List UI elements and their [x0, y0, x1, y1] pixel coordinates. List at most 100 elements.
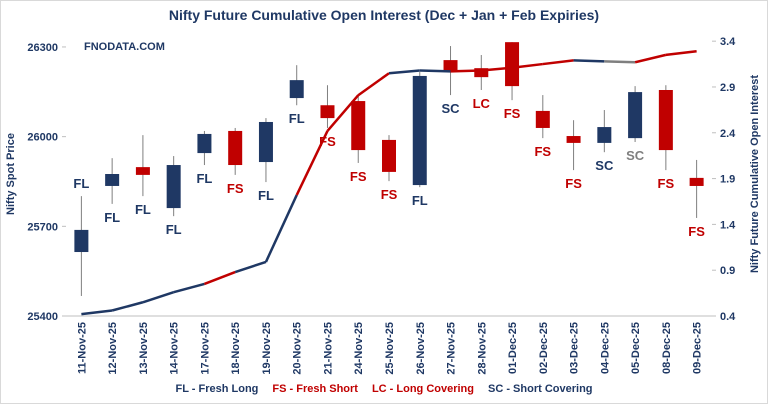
candle-body: [320, 105, 335, 119]
candle-body: [351, 101, 366, 151]
position-label: SC: [441, 101, 460, 116]
oi-line: [542, 59, 574, 66]
oi-line: [634, 53, 667, 64]
legend-entry: FS - Fresh Short: [272, 383, 358, 395]
x-tick-label: 09-Dec-25: [692, 322, 704, 374]
x-tick-label: 25-Nov-25: [384, 322, 396, 375]
legend-entry: SC - Short Covering: [488, 383, 593, 395]
candle-body: [443, 60, 458, 73]
y2-tick-label: 0.9: [720, 265, 735, 277]
oi-line: [419, 69, 451, 73]
position-label: FS: [381, 187, 398, 202]
oi-line: [295, 130, 329, 196]
x-tick-label: 17-Nov-25: [199, 322, 211, 375]
oi-line: [264, 194, 298, 263]
x-tick-label: 02-Dec-25: [538, 322, 550, 374]
y-tick-label: 26300: [27, 42, 58, 54]
y2-tick-label: 2.4: [720, 128, 736, 140]
position-label: FS: [565, 176, 582, 191]
position-label: FS: [688, 224, 705, 239]
position-label: FS: [504, 106, 521, 121]
candle-body: [628, 92, 643, 139]
position-label: SC: [626, 148, 645, 163]
position-label: FL: [104, 210, 120, 225]
position-label: FL: [166, 222, 182, 237]
x-tick-label: 14-Nov-25: [169, 322, 181, 375]
x-tick-label: 03-Dec-25: [569, 322, 581, 374]
candle-body: [289, 80, 304, 99]
x-tick-label: 04-Dec-25: [599, 322, 611, 374]
position-label: FS: [319, 134, 336, 149]
candle-body: [566, 136, 581, 143]
x-tick-label: 12-Nov-25: [107, 322, 119, 375]
chart-title: Nifty Future Cumulative Open Interest (D…: [169, 7, 599, 23]
oi-line: [604, 60, 636, 64]
candle-body: [597, 127, 612, 143]
y-axis-title: Nifty Spot Price: [5, 133, 17, 215]
oi-line: [450, 69, 482, 73]
x-tick-label: 11-Nov-25: [76, 322, 88, 374]
oi-line: [511, 62, 543, 69]
candle-body: [197, 133, 212, 154]
oi-line: [357, 72, 390, 97]
candle-body: [135, 167, 150, 175]
oi-line: [203, 270, 236, 286]
x-tick-label: 01-Dec-25: [507, 322, 519, 374]
position-label: FS: [658, 176, 675, 191]
y2-tick-label: 3.4: [720, 36, 736, 48]
candle-body: [535, 110, 550, 128]
position-label: SC: [595, 158, 614, 173]
position-label: FL: [258, 188, 274, 203]
y-tick-label: 25400: [27, 311, 58, 323]
legend-entry: FL - Fresh Long: [175, 383, 258, 395]
position-label: LC: [473, 96, 491, 111]
oi-line: [173, 282, 205, 294]
position-label: FS: [227, 181, 244, 196]
y2-axis-title: Nifty Future Cumulative Open Interest: [749, 75, 761, 273]
position-label: FS: [534, 144, 551, 159]
oi-line: [388, 69, 420, 75]
position-label: FL: [73, 176, 89, 191]
candle-body: [258, 121, 273, 163]
position-label: FL: [196, 171, 212, 186]
x-tick-label: 26-Nov-25: [415, 322, 427, 375]
candle-body: [105, 174, 120, 186]
x-tick-label: 27-Nov-25: [446, 322, 458, 375]
oi-line: [81, 309, 113, 316]
candle-body: [658, 89, 673, 151]
y2-tick-label: 0.4: [720, 311, 736, 323]
x-tick-label: 20-Nov-25: [292, 322, 304, 375]
oi-line: [481, 66, 513, 72]
oi-line: [665, 49, 697, 57]
candle-body: [689, 177, 704, 186]
y2-tick-label: 1.4: [720, 219, 736, 231]
watermark: FNODATA.COM: [84, 41, 165, 53]
oi-line: [234, 260, 267, 274]
candle-body: [505, 42, 520, 87]
oi-line: [326, 94, 360, 132]
y2-tick-label: 2.9: [720, 82, 735, 94]
x-tick-label: 24-Nov-25: [353, 322, 365, 375]
x-tick-label: 08-Dec-25: [661, 322, 673, 374]
x-tick-label: 21-Nov-25: [322, 322, 334, 375]
x-tick-label: 28-Nov-25: [476, 322, 488, 375]
candle-body: [74, 229, 89, 253]
oi-line: [573, 59, 605, 63]
x-tick-label: 18-Nov-25: [230, 322, 242, 375]
x-tick-label: 13-Nov-25: [138, 322, 150, 375]
y2-tick-label: 1.9: [720, 174, 735, 186]
y-tick-label: 25700: [27, 221, 58, 233]
y-tick-label: 26000: [27, 132, 58, 144]
position-label: FL: [412, 193, 428, 208]
x-tick-label: 19-Nov-25: [261, 322, 273, 375]
oi-line: [142, 290, 175, 304]
candle-body: [474, 68, 489, 78]
candle-body: [412, 75, 427, 186]
legend-entry: LC - Long Covering: [372, 383, 474, 395]
candle-body: [228, 130, 243, 166]
candle-body: [382, 139, 396, 172]
x-tick-label: 05-Dec-25: [630, 322, 642, 374]
candle-body: [166, 165, 181, 209]
